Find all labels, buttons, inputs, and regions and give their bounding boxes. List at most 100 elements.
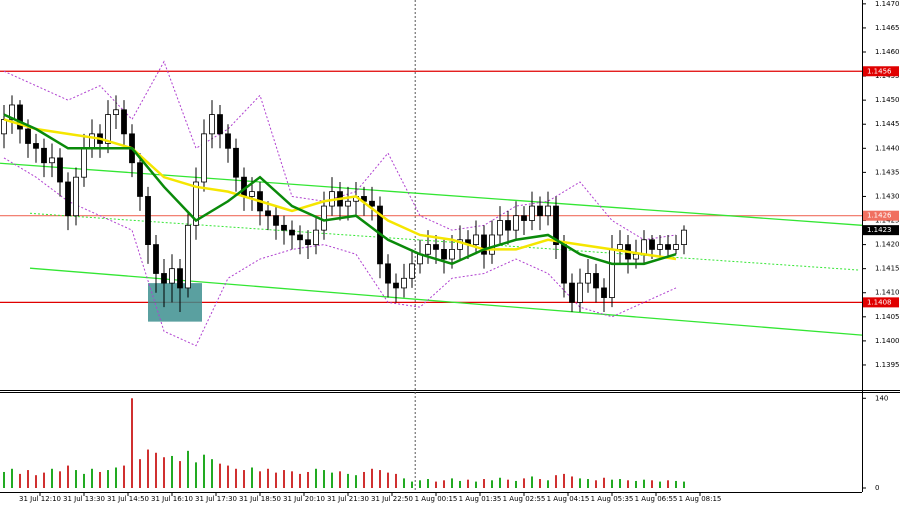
level-label: 1.1408 — [867, 298, 892, 306]
candle-body — [217, 114, 223, 135]
candle-body — [113, 109, 119, 115]
candle-body — [289, 229, 295, 236]
x-tick-label: 1 Aug 05:35 — [591, 495, 634, 503]
candle-body — [369, 200, 375, 207]
candle-body — [73, 176, 79, 217]
y-tick-label: 1.1400 — [875, 337, 900, 345]
candle-body — [577, 282, 583, 303]
candle-body — [657, 244, 663, 250]
y-tick-label: 1.1465 — [875, 24, 900, 32]
candle-body — [633, 253, 639, 260]
x-tick-label: 1 Aug 00:15 — [415, 495, 458, 503]
level-label-box — [863, 210, 899, 221]
y-tick-label: 1.1470 — [875, 0, 900, 8]
candle-body — [489, 234, 495, 255]
candle-body — [193, 181, 199, 226]
candle-body — [401, 277, 407, 289]
y-tick-label: 1.1395 — [875, 361, 900, 369]
candle-body — [393, 282, 399, 289]
volume-tick-label: 0 — [875, 484, 879, 492]
candle-body — [609, 249, 615, 298]
candle-body — [201, 133, 207, 183]
candle-body — [233, 147, 239, 178]
candle-body — [449, 249, 455, 260]
candle-body — [1, 119, 7, 135]
y-tick-label: 1.1430 — [875, 192, 900, 200]
candle-body — [409, 263, 415, 279]
candle-body — [473, 234, 479, 245]
x-tick-label: 31 Jul 14:50 — [107, 495, 149, 503]
x-tick-label: 31 Jul 13:30 — [63, 495, 105, 503]
candle-body — [505, 220, 511, 231]
candle-body — [321, 205, 327, 231]
moving-average — [3, 118, 677, 261]
level-label-box — [863, 66, 899, 77]
level-label: 1.1426 — [867, 212, 892, 220]
x-tick-label: 31 Jul 12:10 — [19, 495, 61, 503]
candle-body — [457, 239, 463, 250]
candle-body — [209, 114, 215, 135]
x-tick-label: 31 Jul 20:10 — [283, 495, 325, 503]
candle-body — [561, 244, 567, 284]
candle-body — [665, 244, 671, 250]
candle-body — [57, 157, 63, 183]
candle-body — [585, 273, 591, 284]
trend-line — [29, 212, 861, 271]
candle-body — [281, 224, 287, 231]
candle-body — [649, 239, 655, 250]
candle-body — [441, 249, 447, 260]
x-tick-label: 1 Aug 01:35 — [459, 495, 502, 503]
candle-body — [513, 215, 519, 231]
candle-body — [537, 205, 543, 217]
x-tick-label: 31 Jul 16:10 — [151, 495, 193, 503]
candle-body — [601, 287, 607, 298]
candle-body — [137, 162, 143, 197]
candle-body — [81, 147, 87, 178]
y-tick-label: 1.1420 — [875, 241, 900, 249]
candle-body — [297, 234, 303, 241]
y-tick-label: 1.1435 — [875, 168, 900, 176]
x-tick-label: 31 Jul 17:30 — [195, 495, 237, 503]
y-tick-label: 1.1445 — [875, 120, 900, 128]
candle-body — [185, 224, 191, 289]
candle-body — [521, 215, 527, 221]
current-price-label-box — [863, 225, 899, 236]
x-tick-label: 1 Aug 08:15 — [679, 495, 722, 503]
x-tick-label: 1 Aug 02:55 — [503, 495, 546, 503]
candle-body — [33, 143, 39, 149]
candle-body — [569, 282, 575, 303]
candle-body — [481, 234, 487, 255]
candle-body — [249, 191, 255, 197]
candle-body — [65, 181, 71, 217]
trend-line — [29, 267, 863, 336]
candle-body — [593, 273, 599, 289]
candle-body — [681, 229, 687, 245]
candle-body — [225, 133, 231, 149]
x-tick-label: 1 Aug 06:55 — [635, 495, 678, 503]
candle-body — [345, 200, 351, 207]
x-tick-label: 31 Jul 18:50 — [239, 495, 281, 503]
y-tick-label: 1.1405 — [875, 313, 900, 321]
candle-body — [121, 109, 127, 135]
candle-body — [617, 244, 623, 250]
x-tick-label: 31 Jul 21:30 — [327, 495, 369, 503]
candle-body — [105, 114, 111, 144]
candle-body — [145, 196, 151, 245]
level-label: 1.1456 — [867, 67, 892, 75]
candle-body — [273, 215, 279, 226]
candle-body — [673, 244, 679, 250]
current-price-label: 1.1423 — [867, 226, 892, 234]
candle-body — [41, 147, 47, 164]
y-tick-label: 1.1410 — [875, 289, 900, 297]
highlight-box — [148, 283, 202, 322]
candle-body — [305, 239, 311, 245]
candle-body — [553, 205, 559, 245]
candle-body — [169, 268, 175, 284]
volume-tick-label: 140 — [875, 394, 888, 402]
candle-body — [177, 268, 183, 289]
candle-body — [385, 263, 391, 284]
candle-body — [425, 244, 431, 255]
candle-body — [265, 210, 271, 217]
y-tick-label: 1.1440 — [875, 144, 900, 152]
